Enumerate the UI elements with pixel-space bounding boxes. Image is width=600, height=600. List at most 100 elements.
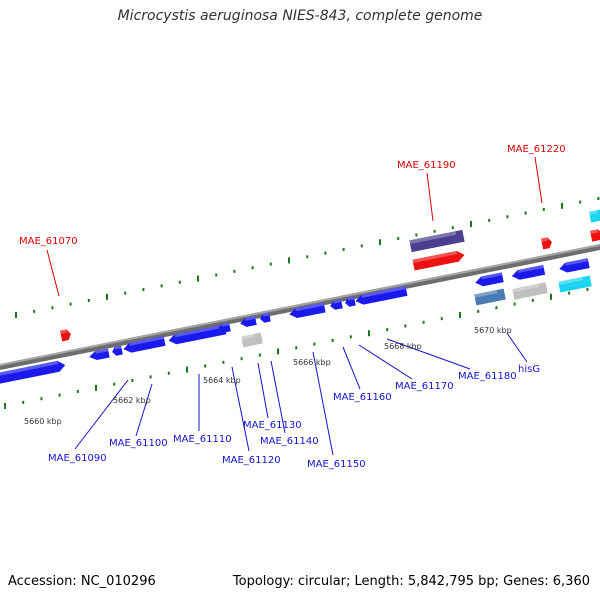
feature-steel-hisg-body: [474, 288, 506, 306]
leader-mae-61180: [386, 338, 471, 370]
gene-label-mae-61140[interactable]: MAE_61140: [260, 436, 319, 447]
gene-arrow-mae-61170-shine: [361, 285, 407, 298]
scale-label-5664: 5664 kbp: [203, 376, 241, 385]
gene-arrow-mae-61110-shine: [174, 324, 226, 338]
leader-mae-61070: [46, 249, 60, 297]
gene-arrow-mae-61115-shine: [221, 322, 230, 327]
feature-purple-mae-61190-shine: [409, 231, 457, 244]
gene-labels: MAE_61070 MAE_61190 MAE_61220 MAE_61090 …: [19, 144, 566, 470]
feature-steel-hisg: [474, 288, 506, 306]
gene-arrow-mae-61100: [123, 335, 166, 353]
feature-pseudo-mae-61185: [512, 282, 548, 300]
gene-arrow-mae-61170-body: [355, 285, 408, 305]
accession-text: Accession: NC_010296: [8, 574, 156, 589]
gene-label-hisg[interactable]: hisG: [518, 364, 540, 375]
gene-arrow-mae-61190b: [511, 264, 546, 280]
gene-label-mae-61190[interactable]: MAE_61190: [397, 160, 456, 171]
gene-label-mae-61220[interactable]: MAE_61220: [507, 144, 566, 155]
gene-arrow-mae-61130-body: [240, 316, 257, 327]
gene-arrow-mae-61115: [218, 322, 231, 333]
leader-mae-61140: [270, 360, 286, 434]
gene-arrow-mae-61080: [0, 360, 66, 385]
gene-features: [0, 209, 600, 385]
gene-arrow-mae-61160: [345, 296, 356, 307]
gene-label-mae-61160[interactable]: MAE_61160: [333, 392, 392, 403]
gene-arrow-mae-61095: [112, 345, 123, 356]
feature-pseudo-mae-61185-shine: [512, 283, 540, 293]
rna-arrow-mae-61220: [541, 237, 552, 250]
gene-label-mae-61110[interactable]: MAE_61110: [173, 434, 232, 445]
gene-arrow-mae-61100-body: [123, 335, 166, 353]
gene-arrow-mae-61080-shine: [0, 360, 59, 377]
gene-arrow-mae-61140-body: [260, 312, 271, 323]
leader-mae-61130: [257, 362, 269, 419]
gene-arrow-mae-61180-shine: [481, 272, 503, 280]
feature-purple-mae-61190: [409, 229, 465, 253]
tick-row-top: [15, 197, 600, 318]
gene-arrow-mae-61190b-body: [511, 264, 546, 280]
feature-cyan-mae-61210-shine: [558, 276, 584, 285]
tick-row-bottom: [4, 288, 589, 409]
gene-label-mae-61130[interactable]: MAE_61130: [243, 420, 302, 431]
rna-arrow-mae-61070-body: [60, 329, 71, 342]
leader-mae-61090: [74, 379, 129, 450]
feature-cyan-mae-61210: [558, 275, 592, 293]
feature-cyan-mae-61210-body: [558, 275, 592, 293]
gene-arrow-mae-61130: [240, 316, 257, 327]
feature-steel-hisg-shine: [474, 290, 498, 298]
feature-pseudo-mae-61120-body: [241, 332, 263, 348]
gene-arrow-mae-61155-shine: [333, 299, 342, 304]
gene-arrow-mae-61180: [475, 272, 504, 287]
feature-cyan-mae-61240-body: [589, 209, 600, 223]
leader-mae-61100: [135, 383, 153, 437]
rna-arrow-mae-61190: [412, 250, 465, 271]
gene-arrow-mae-61095-shine: [114, 345, 122, 350]
leader-mae-61160: [342, 346, 361, 390]
feature-cyan-mae-61240: [589, 209, 600, 223]
feature-pseudo-mae-61185-body: [512, 282, 548, 300]
gene-arrow-mae-61190b-shine: [517, 264, 544, 273]
gene-arrow-mae-61130-shine: [244, 316, 256, 321]
gene-label-mae-61100[interactable]: MAE_61100: [109, 438, 168, 449]
genome-summary-text: Topology: circular; Length: 5,842,795 bp…: [232, 574, 590, 589]
gene-arrow-mae-61140: [260, 312, 271, 323]
label-leader-lines: [46, 156, 543, 456]
leader-mae-61190: [426, 172, 434, 222]
gene-arrow-mae-61110-body: [168, 324, 227, 345]
rna-arrow-mae-61220-shine: [541, 237, 549, 242]
page-title: Microcystis aeruginosa NIES-843, complet…: [117, 8, 483, 24]
leader-mae-61170: [358, 344, 413, 380]
gene-label-mae-61070[interactable]: MAE_61070: [19, 236, 78, 247]
leader-hisg: [506, 332, 528, 363]
scale-label-5662: 5662 kbp: [113, 396, 151, 405]
scale-label-5670: 5670 kbp: [474, 326, 512, 335]
gene-label-mae-61090[interactable]: MAE_61090: [48, 453, 107, 464]
gene-arrow-mae-61090-shine: [95, 348, 109, 354]
feature-pseudo-mae-61120: [241, 332, 263, 348]
gene-arrow-mae-61155-body: [330, 299, 343, 310]
feature-cyan-mae-61240-shine: [589, 210, 598, 216]
gene-arrow-mae-61090: [89, 348, 110, 361]
gene-arrow-mae-61090-body: [89, 348, 110, 361]
gene-label-mae-61150[interactable]: MAE_61150: [307, 459, 366, 470]
scale-label-5660: 5660 kbp: [24, 417, 62, 426]
gene-arrow-mae-61160-shine: [347, 296, 355, 301]
scale-labels: 5660 kbp 5662 kbp 5664 kbp 5666 kbp 5668…: [24, 326, 512, 426]
rna-arrow-mae-61230: [590, 229, 600, 242]
rna-arrow-mae-61230-shine: [590, 229, 599, 235]
gene-arrow-mae-61170: [355, 285, 408, 305]
gene-arrow-mae-61180-body: [475, 272, 504, 287]
gene-arrow-mae-61095-body: [112, 345, 123, 356]
rna-arrow-mae-61190-body: [412, 250, 465, 271]
leader-mae-61150: [312, 351, 334, 456]
scale-label-5666: 5666 kbp: [293, 358, 331, 367]
genome-backbone: [0, 243, 600, 371]
gene-arrow-mae-61115-body: [218, 322, 231, 333]
gene-arrow-mae-61200: [559, 258, 590, 273]
gene-label-mae-61170[interactable]: MAE_61170: [395, 381, 454, 392]
gene-arrow-mae-61110: [168, 324, 227, 345]
gene-label-mae-61180[interactable]: MAE_61180: [458, 371, 517, 382]
leader-mae-61120: [231, 366, 250, 452]
gene-label-mae-61120[interactable]: MAE_61120: [222, 455, 281, 466]
